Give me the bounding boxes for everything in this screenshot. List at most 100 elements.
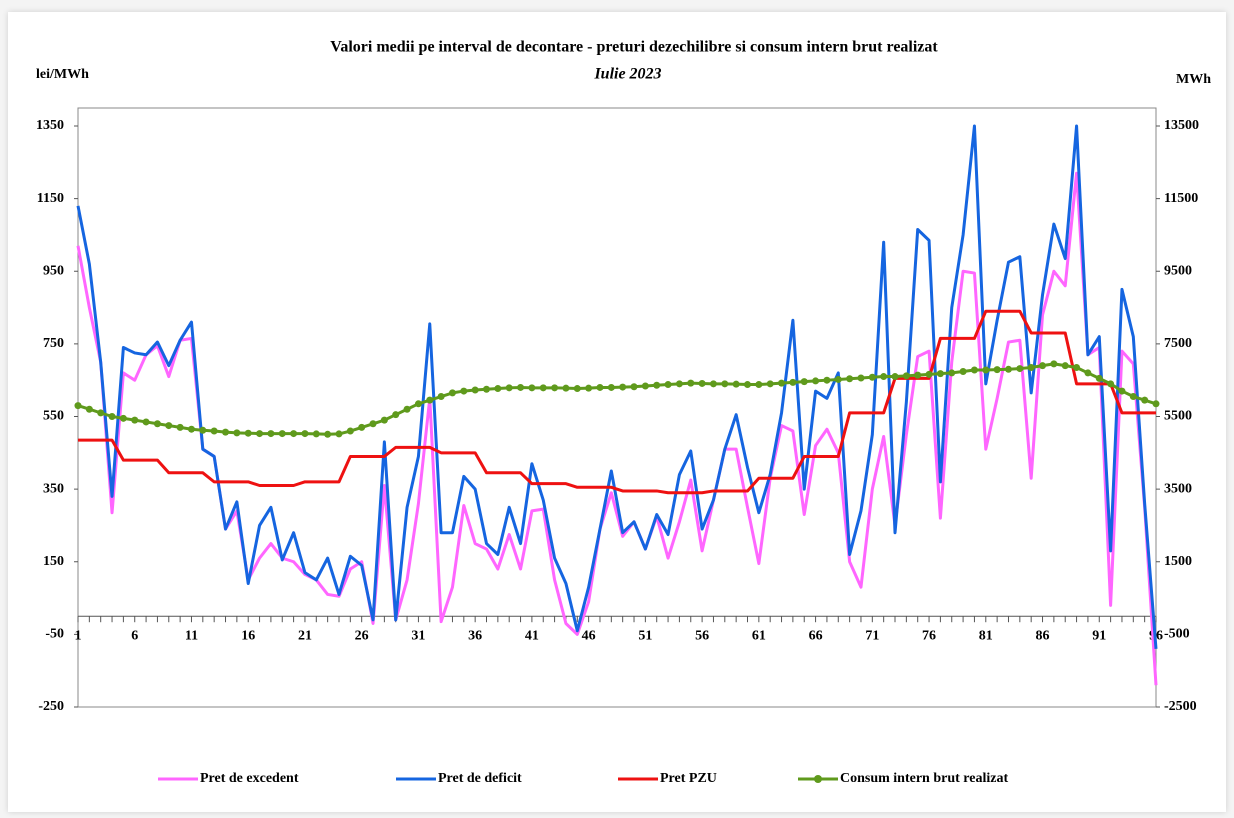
series-marker [698, 379, 706, 387]
series-marker [687, 379, 695, 387]
series-marker [437, 393, 445, 401]
x-tick-label: 71 [865, 628, 879, 643]
series-marker [846, 375, 854, 383]
x-tick-label: 26 [355, 628, 369, 643]
y-tick-label: -250 [38, 699, 64, 714]
x-tick-label: 61 [752, 628, 766, 643]
series-marker [369, 420, 377, 428]
series-marker [131, 416, 139, 424]
x-tick-label: 81 [979, 628, 993, 643]
x-tick-label: 1 [75, 628, 82, 643]
series-line [76, 124, 1158, 650]
series-marker [1050, 360, 1058, 368]
x-tick-label: 41 [525, 628, 539, 643]
series-marker [1073, 363, 1081, 371]
series-marker [970, 366, 978, 374]
series-marker [743, 381, 751, 389]
series-marker [1152, 400, 1160, 408]
x-tick-label: 21 [298, 628, 312, 643]
legend-marker [814, 775, 822, 783]
series-marker [335, 430, 343, 438]
series-marker [505, 384, 513, 392]
y-tick-label: 950 [43, 263, 64, 278]
x-tick-label: 91 [1092, 628, 1106, 643]
series-marker [1039, 362, 1047, 370]
series-marker [290, 430, 298, 438]
series-marker [1061, 362, 1069, 370]
x-tick-label: 31 [411, 628, 425, 643]
x-tick-label: 36 [468, 628, 482, 643]
series-marker [891, 373, 899, 381]
series-marker [596, 383, 604, 391]
series-marker [403, 405, 411, 413]
y-tick-label: 1150 [37, 191, 64, 206]
x-tick-label: 11 [185, 628, 198, 643]
series-marker [426, 396, 434, 404]
series-marker [74, 402, 82, 410]
y2-tick-label: 11500 [1164, 191, 1198, 206]
series-marker [914, 371, 922, 379]
series-marker [199, 426, 207, 434]
series-marker [278, 430, 286, 438]
series-marker [267, 430, 275, 438]
series-marker [948, 369, 956, 377]
x-tick-label: 46 [582, 628, 596, 643]
series-marker [585, 384, 593, 392]
series-marker [414, 400, 422, 408]
chart-title: Valori medii pe interval de decontare - … [330, 39, 938, 56]
chart-subtitle: Iulie 2023 [593, 66, 661, 83]
series-marker [312, 430, 320, 438]
y2-tick-label: 13500 [1164, 118, 1199, 133]
y-tick-label: 350 [43, 481, 64, 496]
x-tick-label: 56 [695, 628, 709, 643]
series-marker [233, 429, 241, 437]
series-line [78, 309, 1156, 495]
x-tick-label: 16 [241, 628, 255, 643]
chart-card [8, 12, 1226, 812]
series-marker [936, 370, 944, 378]
y-tick-label: -50 [45, 627, 64, 642]
y2-tick-label: -2500 [1164, 699, 1197, 714]
series-marker [800, 378, 808, 386]
y2-tick-label: -500 [1164, 627, 1190, 642]
x-tick-label: 86 [1036, 628, 1050, 643]
x-tick-label: 66 [809, 628, 823, 643]
series-marker [346, 427, 354, 435]
series-marker [607, 383, 615, 391]
series-marker [823, 376, 831, 384]
series-marker [721, 380, 729, 388]
series-marker [653, 381, 661, 389]
series-marker [256, 430, 264, 438]
series-marker [222, 428, 230, 436]
series-marker [664, 381, 672, 389]
series-marker [902, 372, 910, 380]
series-marker [97, 409, 105, 417]
legend-label: Pret PZU [660, 771, 717, 786]
series-marker [732, 380, 740, 388]
y2-tick-label: 3500 [1164, 481, 1192, 496]
x-tick-label: 76 [922, 628, 936, 643]
series-marker [176, 423, 184, 431]
y2-tick-label: 5500 [1164, 409, 1192, 424]
series-marker [471, 386, 479, 394]
series-marker [755, 381, 763, 389]
series-marker [108, 413, 116, 420]
series-marker [1107, 380, 1115, 388]
series-marker [119, 414, 127, 422]
series-marker [494, 385, 502, 393]
series-marker [517, 383, 525, 391]
series-marker [153, 420, 161, 428]
series-marker [448, 389, 456, 397]
series-marker [380, 416, 388, 424]
series-marker [244, 429, 252, 437]
series-marker [539, 384, 547, 392]
y-tick-label: 1350 [36, 118, 64, 133]
series-marker [562, 384, 570, 392]
series-marker [1016, 365, 1024, 373]
legend-label: Pret de excedent [200, 771, 299, 786]
series-marker [880, 373, 888, 381]
series-marker [675, 380, 683, 388]
series-marker [993, 366, 1001, 374]
series-marker [789, 378, 797, 386]
